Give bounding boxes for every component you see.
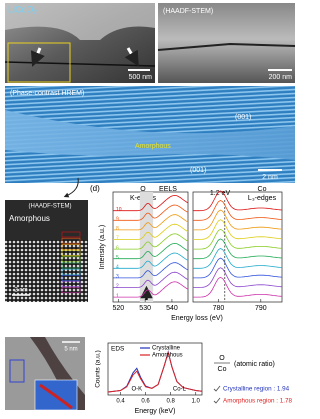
eds-title: EDS — [111, 346, 125, 353]
arrow — [30, 47, 45, 67]
ratio-denominator: Co — [218, 366, 227, 373]
scan-box — [61, 262, 81, 269]
scan-box — [61, 281, 81, 287]
eels-spectrum — [193, 238, 283, 260]
eels-spectrum — [113, 233, 189, 250]
eels-spectrum — [193, 276, 283, 298]
eels-spectrum — [193, 209, 283, 231]
scale-label: 2 nm — [14, 288, 27, 294]
x-tick-label: 0.6 — [141, 399, 150, 405]
check-mark — [213, 397, 221, 404]
scan-box — [61, 231, 81, 238]
figure: LiCoO₂ 500 nm (HAADF-STEM) 200 nm (Phase… — [4, 3, 296, 415]
panel-label: (d) — [90, 184, 100, 193]
eels-spectrum — [193, 267, 283, 288]
amorphous-region — [5, 110, 295, 160]
eels-spectrum — [193, 190, 283, 212]
spectrum-label: 4 — [116, 265, 119, 271]
eels-spectrum — [113, 204, 189, 221]
plane-label: (001) — [235, 114, 251, 121]
eels-spectrum — [193, 248, 283, 269]
crack — [157, 42, 296, 51]
eels-spectrum — [113, 194, 189, 212]
edge-label: L₃-edges — [248, 195, 277, 202]
scan-box — [61, 244, 81, 250]
eels-spectrum — [113, 242, 189, 260]
spectrum-label: 2 — [116, 284, 119, 290]
x-axis-label: Energy (keV) — [135, 408, 176, 415]
spectrum-label: 3 — [116, 274, 119, 280]
x-tick-label: 540 — [166, 305, 178, 312]
image-region — [5, 3, 155, 40]
y-axis-label: Counts (a.u.) — [95, 350, 102, 388]
peak-label: Co-L — [173, 387, 187, 393]
spectrum-label: 10 — [116, 207, 122, 213]
scale-label: 5 nm — [64, 347, 77, 353]
panel-title: (HAADF-STEM) — [29, 204, 72, 210]
scale-label: 2 nm — [262, 174, 278, 181]
spectrum-label: 5 — [116, 255, 119, 261]
ratio-unit: (atomic ratio) — [234, 361, 275, 368]
region-box — [9, 359, 25, 383]
scan-box — [61, 237, 81, 244]
edge-element: O — [140, 186, 146, 193]
eels-spectrum — [193, 257, 283, 279]
legend-label: Crystalline — [152, 346, 181, 352]
spectrum-label: 9 — [116, 217, 119, 223]
check-mark — [213, 385, 221, 392]
scan-box — [61, 256, 81, 263]
eels-spectrum — [113, 252, 189, 269]
map-feature — [39, 383, 73, 410]
region-label: Amorphous — [9, 214, 50, 223]
edge-shade — [139, 192, 154, 302]
x-tick-label: 1.0 — [192, 399, 201, 405]
plane-label: (001) — [190, 167, 206, 174]
eels-spectrum — [113, 214, 189, 231]
x-tick-label: 530 — [139, 305, 151, 312]
panel-title: (Phase-contrast HREM) — [10, 90, 84, 97]
edge-element: Co — [258, 186, 267, 193]
spectrum-label: 6 — [116, 245, 119, 251]
ratio-numerator: O — [219, 355, 225, 362]
eels-spectrum — [113, 281, 189, 298]
x-tick-label: 0.4 — [116, 399, 125, 405]
eels-spectrum — [113, 271, 189, 288]
scan-box — [61, 275, 81, 281]
region-label: Amorphous — [135, 143, 171, 150]
eels-spectrum — [113, 262, 189, 279]
eels-spectrum — [193, 200, 283, 221]
y-axis-label: Intensity (a.u.) — [99, 225, 106, 269]
plot-frame — [107, 342, 203, 396]
scan-box — [61, 287, 81, 294]
arrow — [124, 47, 139, 67]
shift-label: 1.2 eV — [210, 190, 231, 197]
x-tick-label: 0.8 — [166, 399, 175, 405]
x-axis-label: Energy loss (eV) — [171, 315, 223, 322]
spectrum-label: 7 — [116, 236, 119, 242]
arrow — [63, 177, 79, 198]
eels-title: EELS — [159, 186, 177, 193]
panel-title: LiCoO₂ — [8, 4, 38, 14]
plot-frame — [192, 191, 283, 303]
x-tick-label: 790 — [255, 305, 267, 312]
zoom-box — [7, 42, 71, 83]
scan-box — [61, 268, 81, 275]
eels-spectrum — [193, 219, 283, 240]
x-tick-label: 780 — [213, 305, 225, 312]
ratio-row: Crystalline region : 1.94 — [223, 386, 290, 393]
panel-title: (HAADF-STEM) — [163, 8, 213, 15]
spectrum-label: 1 — [116, 293, 119, 299]
eels-spectrum — [113, 223, 189, 240]
ratio-row: Amorphous region : 1.78 — [223, 398, 292, 405]
spectrum-label: 8 — [116, 226, 119, 232]
eds-line — [107, 350, 203, 393]
scale-label: 200 nm — [269, 74, 293, 81]
eels-spectrum — [193, 228, 283, 250]
scan-box — [61, 250, 81, 256]
legend-label: Amorphous — [152, 353, 183, 359]
peak-label: O-K — [131, 387, 142, 393]
scale-label: 500 nm — [129, 74, 153, 81]
x-tick-label: 520 — [113, 305, 125, 312]
